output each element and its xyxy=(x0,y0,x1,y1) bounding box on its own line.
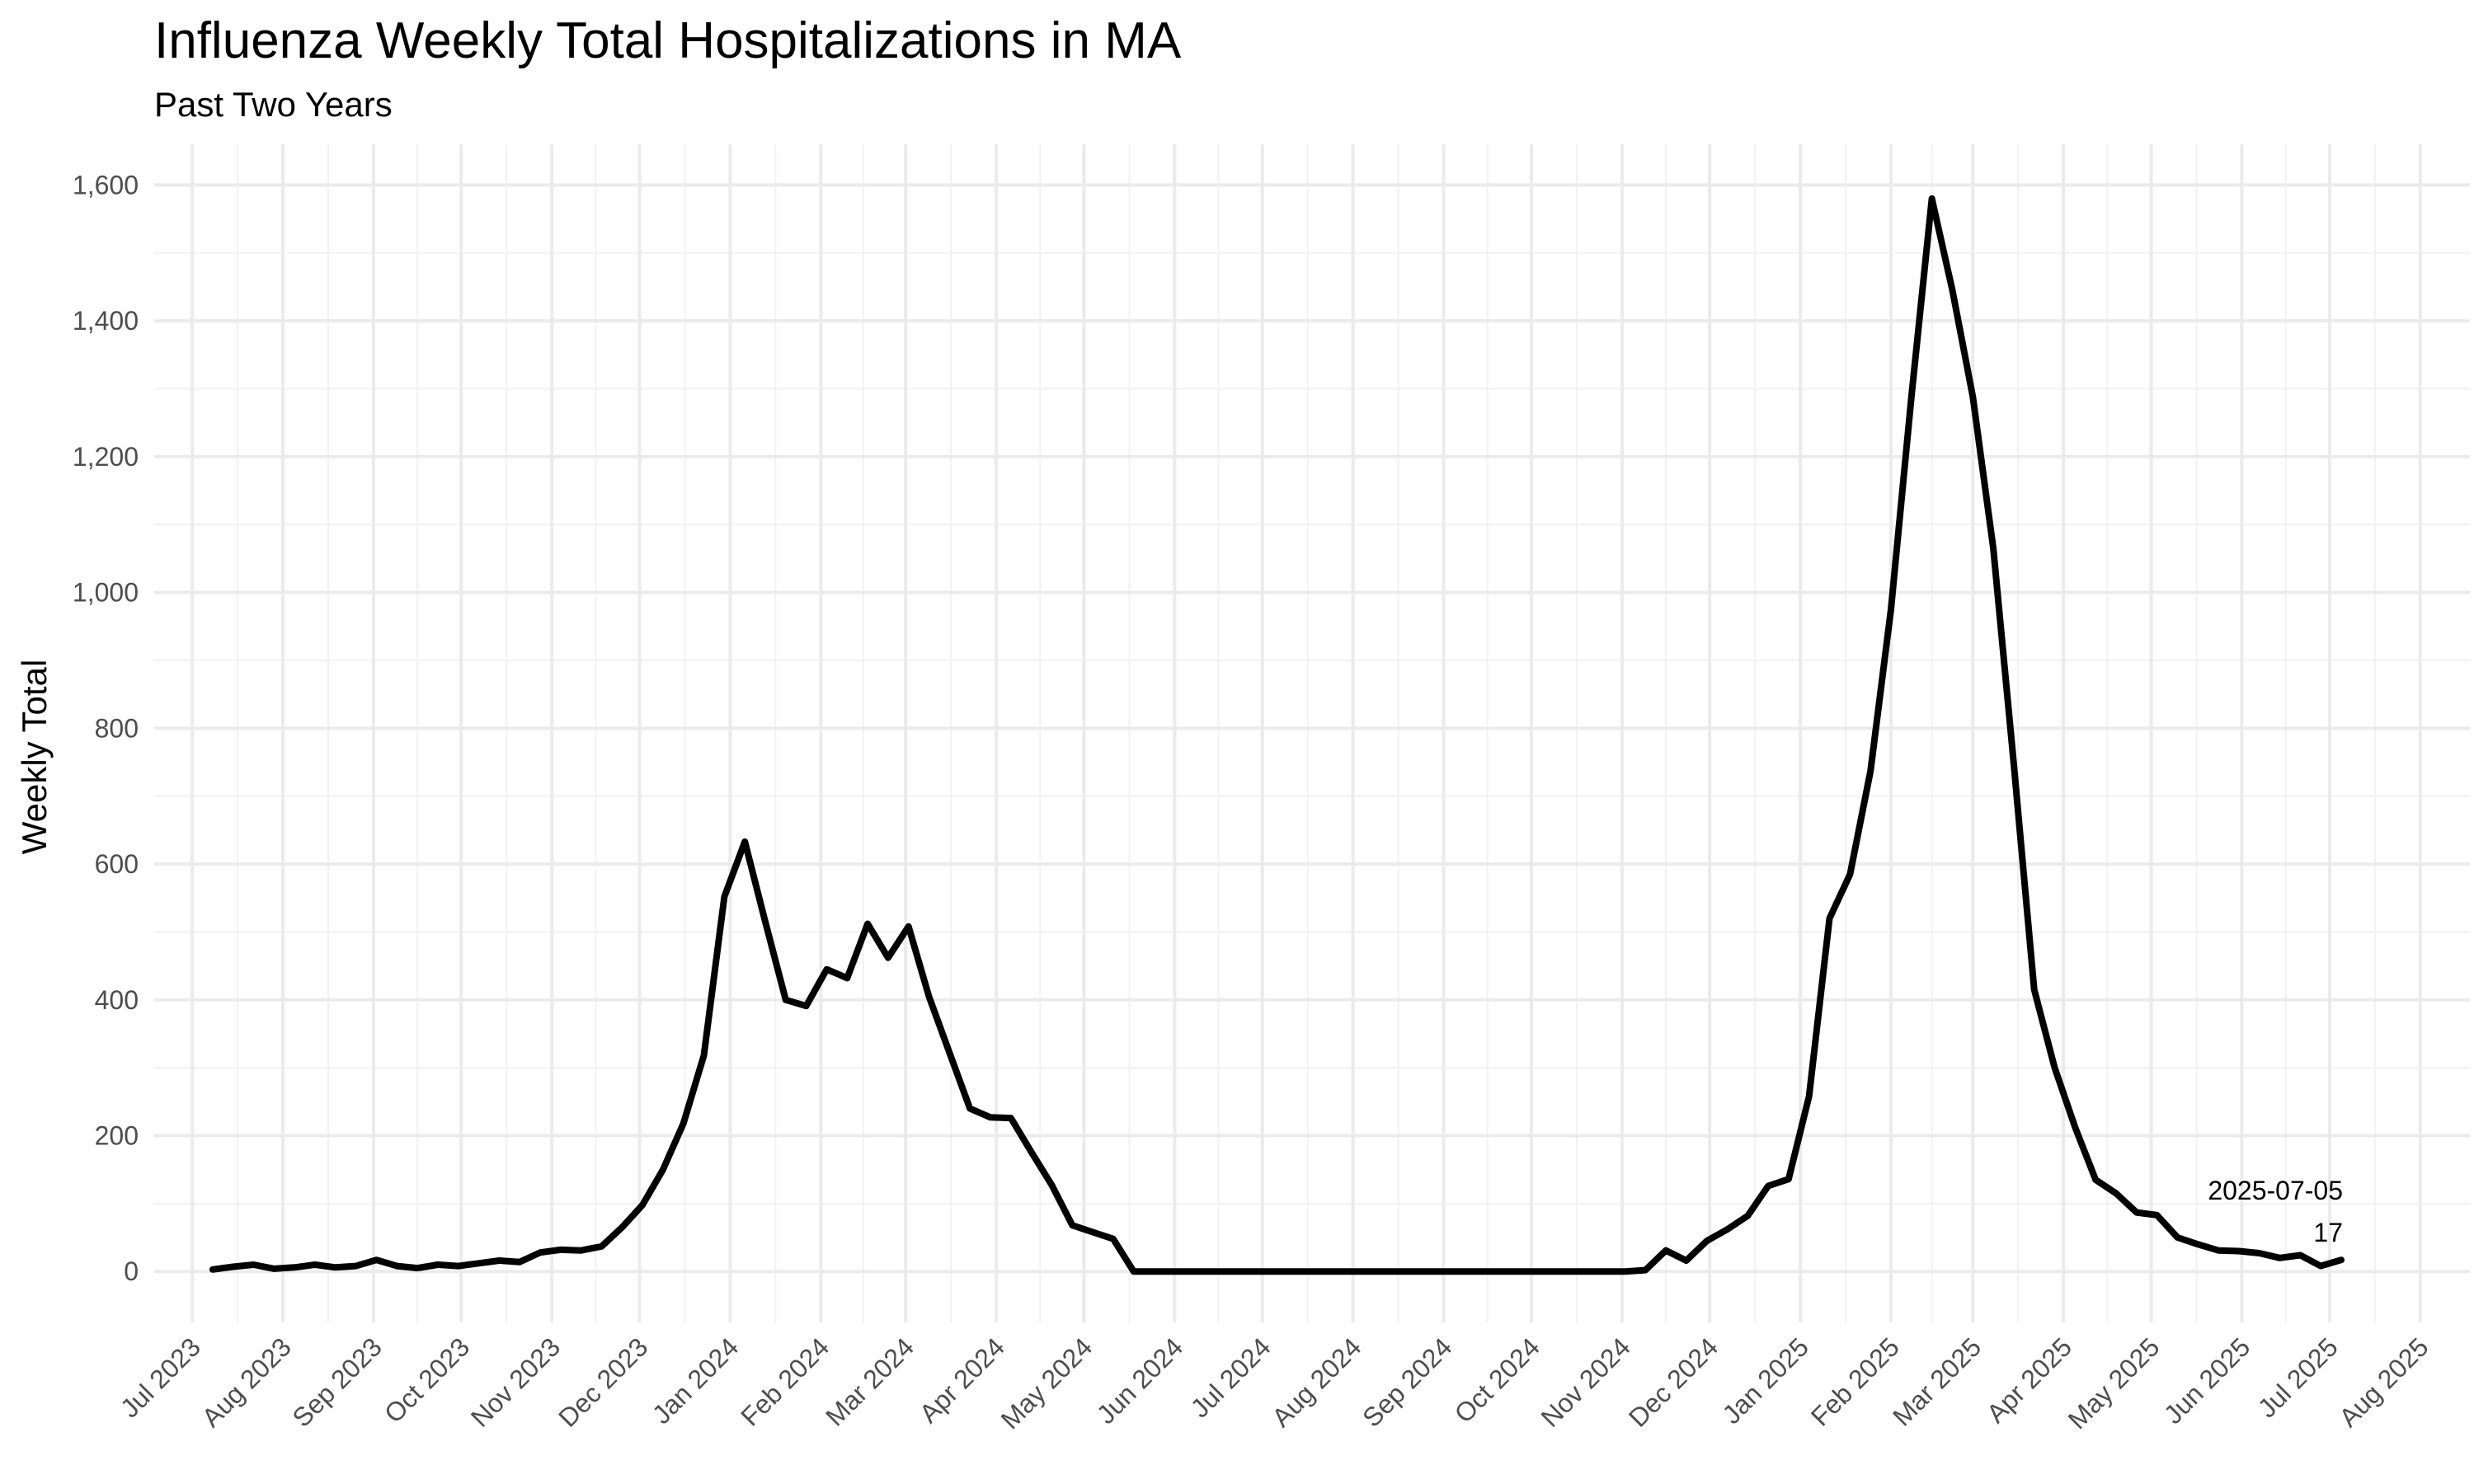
x-tick-label: Dec 2023 xyxy=(553,1331,653,1432)
x-tick-label: Jan 2025 xyxy=(1716,1331,1814,1430)
x-tick-label: Jul 2024 xyxy=(1185,1331,1277,1423)
x-tick-label: May 2025 xyxy=(2062,1331,2166,1435)
x-tick-label: Mar 2025 xyxy=(1887,1331,1987,1431)
annotation-value: 17 xyxy=(2313,1218,2343,1247)
y-tick-label: 1,000 xyxy=(73,578,139,608)
x-tick-label: Sep 2024 xyxy=(1357,1331,1457,1432)
series-line xyxy=(209,195,2345,1275)
y-tick-label: 1,600 xyxy=(73,170,139,200)
x-tick-label: Nov 2024 xyxy=(1535,1331,1635,1432)
x-tick-label: Mar 2024 xyxy=(820,1331,920,1431)
x-tick-label: Aug 2023 xyxy=(196,1331,297,1432)
annotation-date: 2025-07-05 xyxy=(2208,1176,2343,1205)
grid-layer xyxy=(154,144,2470,1322)
x-tick-label: Sep 2023 xyxy=(287,1331,388,1432)
y-axis-label: Weekly Total xyxy=(15,660,54,855)
x-tick-label: Oct 2024 xyxy=(1449,1331,1545,1428)
x-tick-label: Dec 2024 xyxy=(1623,1331,1724,1432)
x-tick-label: Aug 2024 xyxy=(1266,1331,1366,1432)
x-tick-label: Aug 2025 xyxy=(2333,1331,2434,1432)
x-tick-label: Jun 2025 xyxy=(2158,1331,2256,1430)
series-layer xyxy=(209,195,2345,1275)
chart-subtitle: Past Two Years xyxy=(154,85,393,124)
x-tick-label: Jul 2025 xyxy=(2252,1331,2344,1423)
y-axis-ticks: 0 200 400 600 800 1,000 1,200 1,400 1,600 xyxy=(73,170,139,1286)
x-tick-label: Feb 2025 xyxy=(1805,1331,1905,1431)
y-tick-label: 1,200 xyxy=(73,442,139,472)
x-tick-label: May 2024 xyxy=(995,1331,1098,1435)
x-tick-label: Oct 2023 xyxy=(379,1331,475,1428)
y-tick-label: 400 xyxy=(95,985,139,1015)
x-tick-label: Nov 2023 xyxy=(465,1331,566,1432)
chart-title: Influenza Weekly Total Hospitalizations … xyxy=(154,12,1182,69)
y-tick-label: 800 xyxy=(95,713,139,743)
y-tick-label: 0 xyxy=(124,1256,139,1286)
x-tick-label: Jun 2024 xyxy=(1091,1331,1189,1430)
y-tick-label: 1,400 xyxy=(73,306,139,336)
y-tick-label: 600 xyxy=(95,849,139,879)
y-tick-label: 200 xyxy=(95,1121,139,1151)
x-tick-label: Feb 2024 xyxy=(735,1331,835,1431)
x-tick-label: Jul 2023 xyxy=(115,1331,206,1423)
x-tick-label: Jan 2024 xyxy=(647,1331,745,1430)
annotation-layer: 2025-07-05 17 xyxy=(2208,1176,2343,1247)
